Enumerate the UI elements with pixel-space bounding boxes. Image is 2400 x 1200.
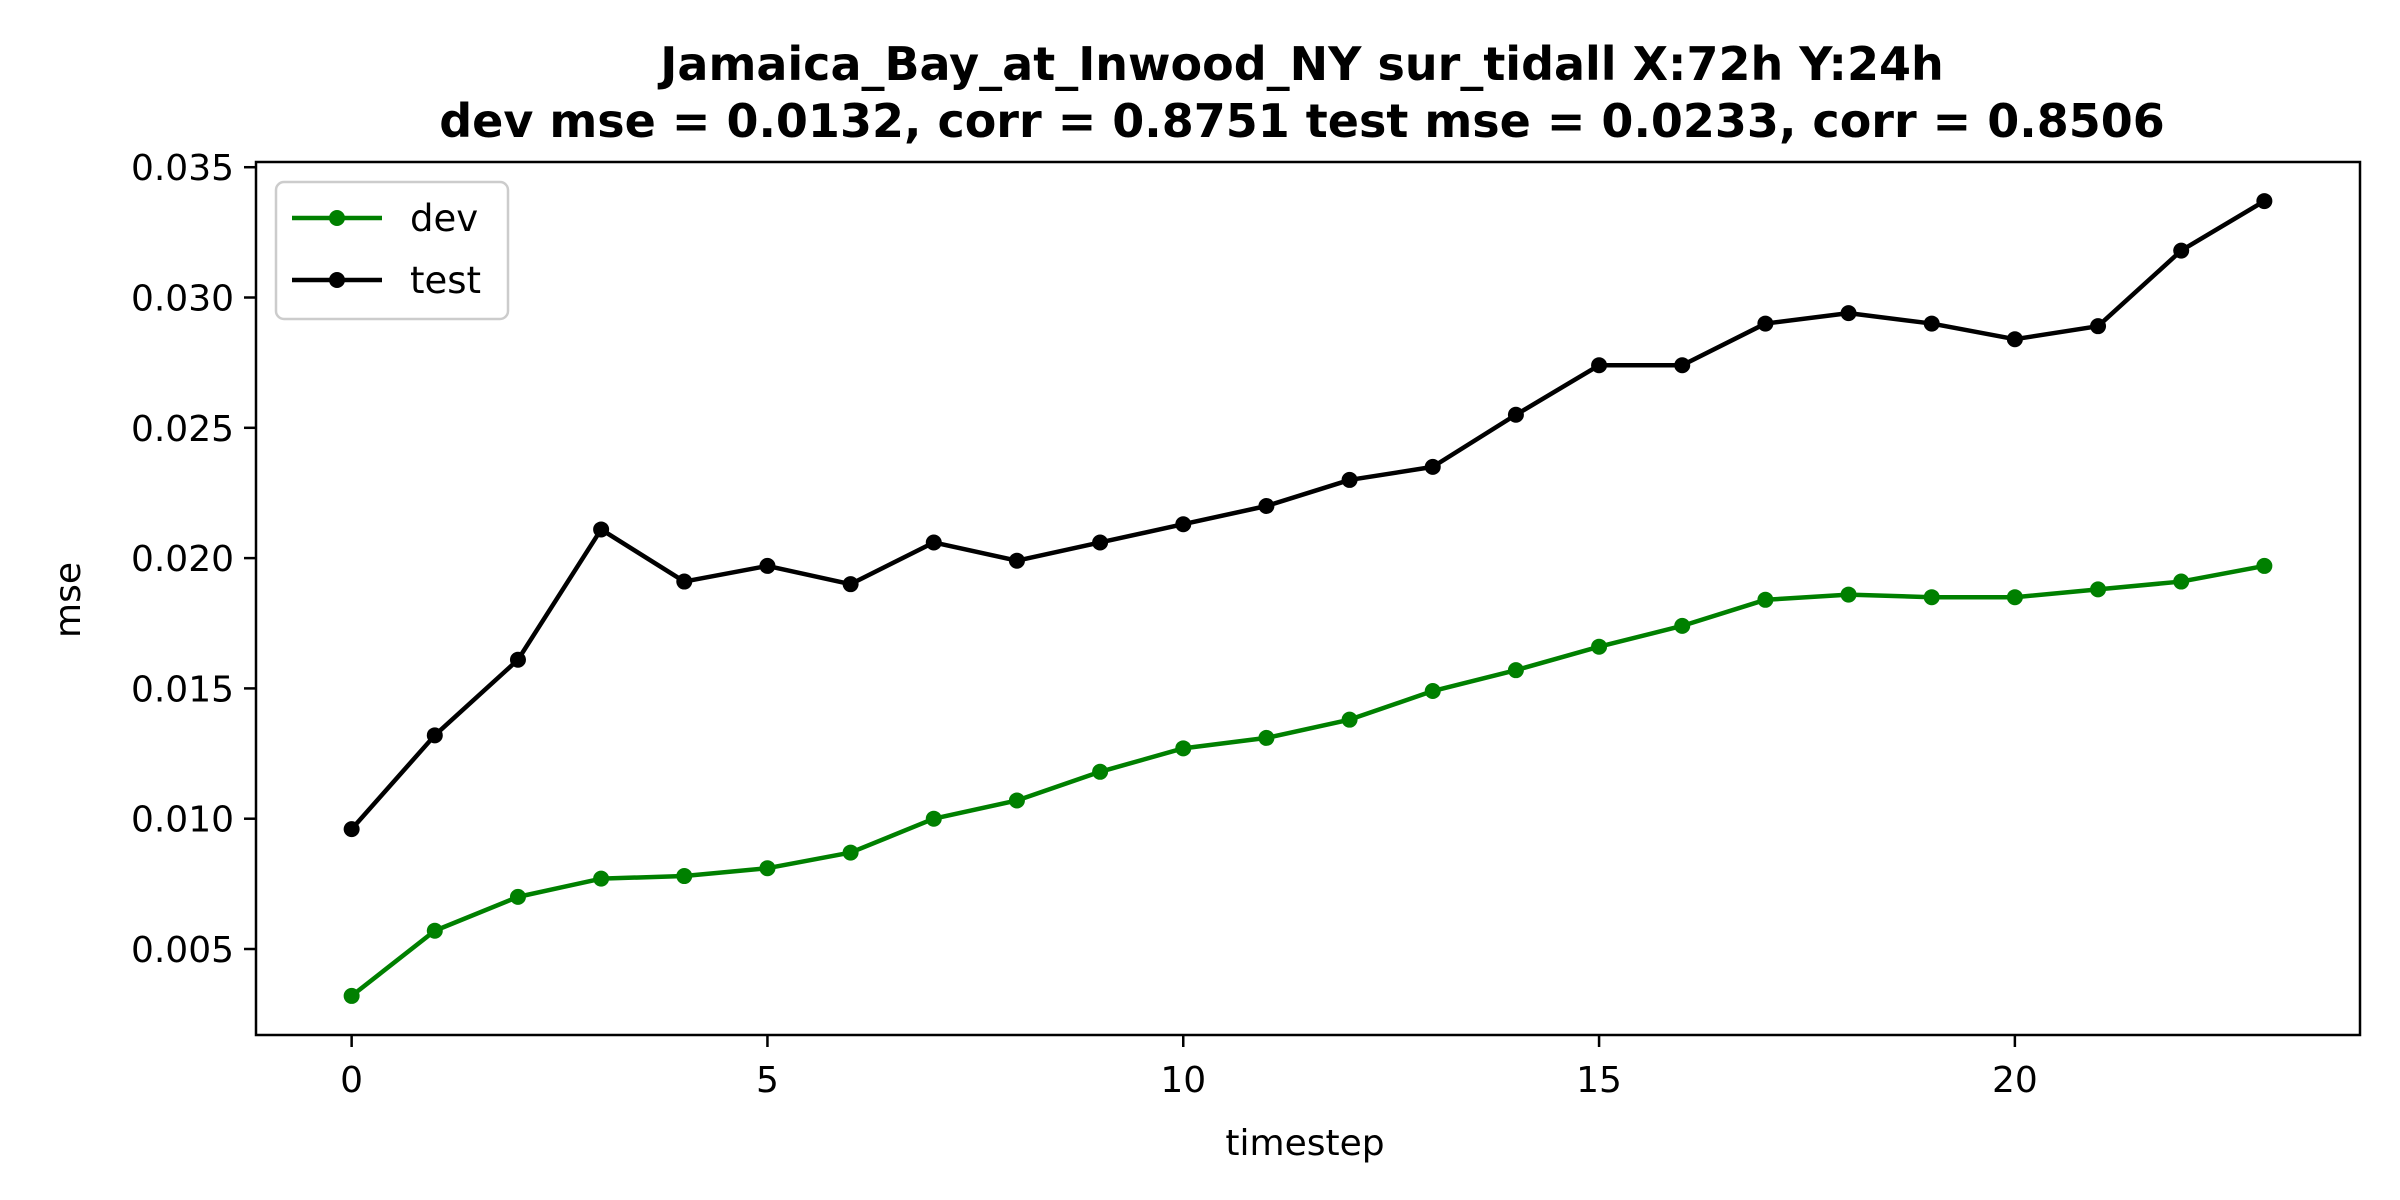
data-point-test [1424, 458, 1441, 475]
data-point-test [2090, 318, 2107, 335]
data-point-test [1757, 315, 1774, 332]
data-point-test [2006, 331, 2023, 348]
data-point-test [1674, 357, 1691, 374]
data-point-dev [2006, 589, 2023, 606]
data-point-dev [676, 868, 693, 885]
y-tick-label: 0.035 [131, 148, 234, 189]
data-point-dev [593, 870, 610, 887]
data-point-test [759, 557, 776, 574]
data-point-test [593, 521, 610, 538]
series-dev [343, 557, 2273, 1004]
data-point-dev [1092, 763, 1109, 780]
data-point-test [1008, 552, 1025, 569]
data-point-dev [1258, 729, 1275, 746]
plot-frame [254, 160, 2362, 1037]
data-point-dev [842, 844, 859, 861]
data-point-test [1092, 534, 1109, 551]
data-point-dev [1008, 792, 1025, 809]
x-tick-label: 5 [756, 1060, 779, 1101]
data-point-test [1923, 315, 1940, 332]
x-axis-label: timestep [1225, 1123, 1384, 1164]
y-tick-label: 0.005 [131, 930, 234, 971]
y-tick-label: 0.015 [131, 669, 234, 710]
data-point-test [676, 573, 693, 590]
x-tick-label: 20 [1992, 1060, 2038, 1101]
data-point-dev [509, 888, 526, 905]
series-test [343, 193, 2273, 838]
data-point-test [1258, 497, 1275, 514]
x-tick-label: 10 [1160, 1060, 1206, 1101]
data-point-test [2173, 242, 2190, 259]
data-point-dev [1507, 662, 1524, 679]
series-line-test [349, 199, 2266, 831]
data-point-dev [2256, 557, 2273, 574]
y-tick-label: 0.030 [131, 279, 234, 320]
legend-marker-test [329, 272, 345, 288]
data-point-test [509, 651, 526, 668]
data-point-test [1507, 406, 1524, 423]
data-point-dev [343, 987, 360, 1004]
data-point-dev [1591, 638, 1608, 655]
data-point-test [1591, 357, 1608, 374]
data-point-test [1840, 305, 1857, 322]
legend-label-dev: dev [410, 197, 478, 240]
data-point-test [1175, 516, 1192, 533]
x-tick-label: 0 [340, 1060, 363, 1101]
data-point-test [925, 534, 942, 551]
data-point-dev [1175, 740, 1192, 757]
data-point-dev [759, 860, 776, 877]
y-axis-label: mse [48, 562, 89, 638]
plot-area [343, 193, 2273, 1004]
data-point-test [842, 576, 859, 593]
data-point-test [426, 727, 443, 744]
data-point-dev [1757, 591, 1774, 608]
data-point-dev [2173, 573, 2190, 590]
chart-title: Jamaica_Bay_at_Inwood_NY sur_tidall X:72… [657, 37, 1943, 91]
legend: dev test [274, 180, 510, 321]
data-point-dev [426, 922, 443, 939]
y-tick-label: 0.025 [131, 409, 234, 450]
data-point-dev [1341, 711, 1358, 728]
y-axis: 0.005 0.010 0.015 0.020 0.025 0.030 0.035 [131, 148, 256, 971]
data-point-test [1341, 471, 1358, 488]
legend-label-test: test [410, 259, 481, 302]
data-point-dev [925, 810, 942, 827]
chart-subtitle: dev mse = 0.0132, corr = 0.8751 test mse… [439, 94, 2165, 148]
data-point-dev [1424, 683, 1441, 700]
data-point-dev [1840, 586, 1857, 603]
data-point-dev [2090, 581, 2107, 598]
y-tick-label: 0.020 [131, 539, 234, 580]
series-line-dev [350, 563, 2265, 998]
x-tick-label: 15 [1576, 1060, 1622, 1101]
data-point-dev [1674, 617, 1691, 634]
x-axis: 0 5 10 15 20 [340, 1035, 2038, 1101]
data-point-test [343, 821, 360, 838]
legend-marker-dev [329, 210, 345, 226]
data-point-dev [1923, 589, 1940, 606]
data-point-test [2256, 193, 2273, 210]
y-tick-label: 0.010 [131, 800, 234, 841]
